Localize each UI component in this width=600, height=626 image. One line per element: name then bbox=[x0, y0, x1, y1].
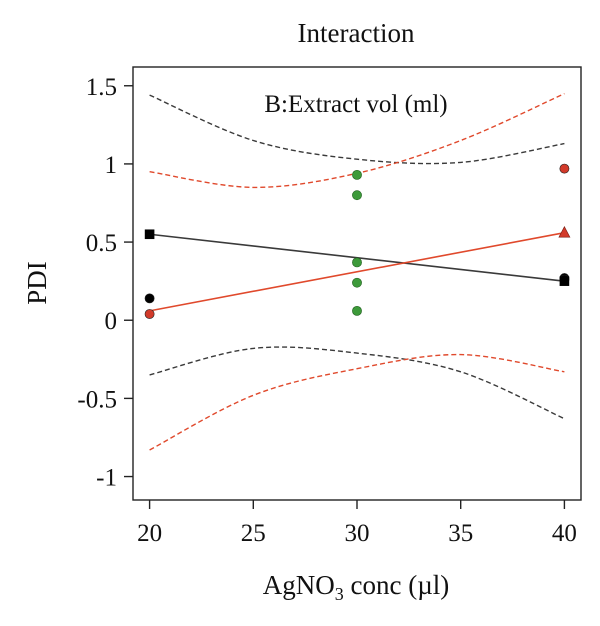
y-tick-label: 0 bbox=[105, 308, 118, 335]
x-tick-label: 35 bbox=[448, 520, 473, 547]
y-tick-label: -1 bbox=[96, 465, 117, 492]
center-point bbox=[352, 190, 362, 201]
x-axis-label-main: AgNO bbox=[263, 570, 335, 600]
center-point bbox=[352, 277, 362, 288]
plot-content bbox=[144, 92, 571, 451]
legend-title: B:Extract vol (ml) bbox=[264, 91, 447, 118]
y-tick-label: 1 bbox=[105, 152, 118, 179]
x-tick-label: 25 bbox=[241, 520, 266, 547]
x-tick-label: 30 bbox=[345, 520, 370, 547]
center-point bbox=[352, 305, 362, 316]
y-tick-label: -0.5 bbox=[77, 386, 117, 413]
y-tick-label: 0.5 bbox=[86, 230, 117, 257]
center-point bbox=[352, 169, 362, 180]
y-axis-label: PDI bbox=[22, 261, 52, 305]
x-axis-label-subscript: 3 bbox=[335, 584, 344, 604]
series-1-design-point bbox=[144, 293, 155, 304]
series-2-ci-lower bbox=[149, 353, 565, 451]
x-axis-label: AgNO3 conc (µl) bbox=[263, 570, 450, 604]
x-axis-label-rest: conc (µl) bbox=[344, 570, 450, 600]
y-tick-label: 1.5 bbox=[86, 74, 117, 101]
series-1-ci-upper bbox=[149, 94, 565, 165]
series-1-end-marker-square bbox=[144, 229, 155, 240]
series-2-design-point bbox=[144, 309, 155, 319]
chart-title: Interaction bbox=[298, 18, 415, 48]
series-2-end-marker-triangle bbox=[558, 226, 571, 238]
series-2-design-point bbox=[559, 163, 570, 174]
x-tick-label: 20 bbox=[137, 520, 162, 547]
center-point bbox=[352, 257, 362, 268]
axis-ticks: 20 25 30 35 40 1.5 1 0.5 0 -0.5 -1 bbox=[77, 74, 576, 547]
series-1-ci-lower bbox=[149, 346, 565, 420]
x-tick-label: 40 bbox=[552, 520, 577, 547]
series-2-fit-line bbox=[149, 231, 565, 312]
series-1-end-marker-square bbox=[559, 276, 570, 286]
